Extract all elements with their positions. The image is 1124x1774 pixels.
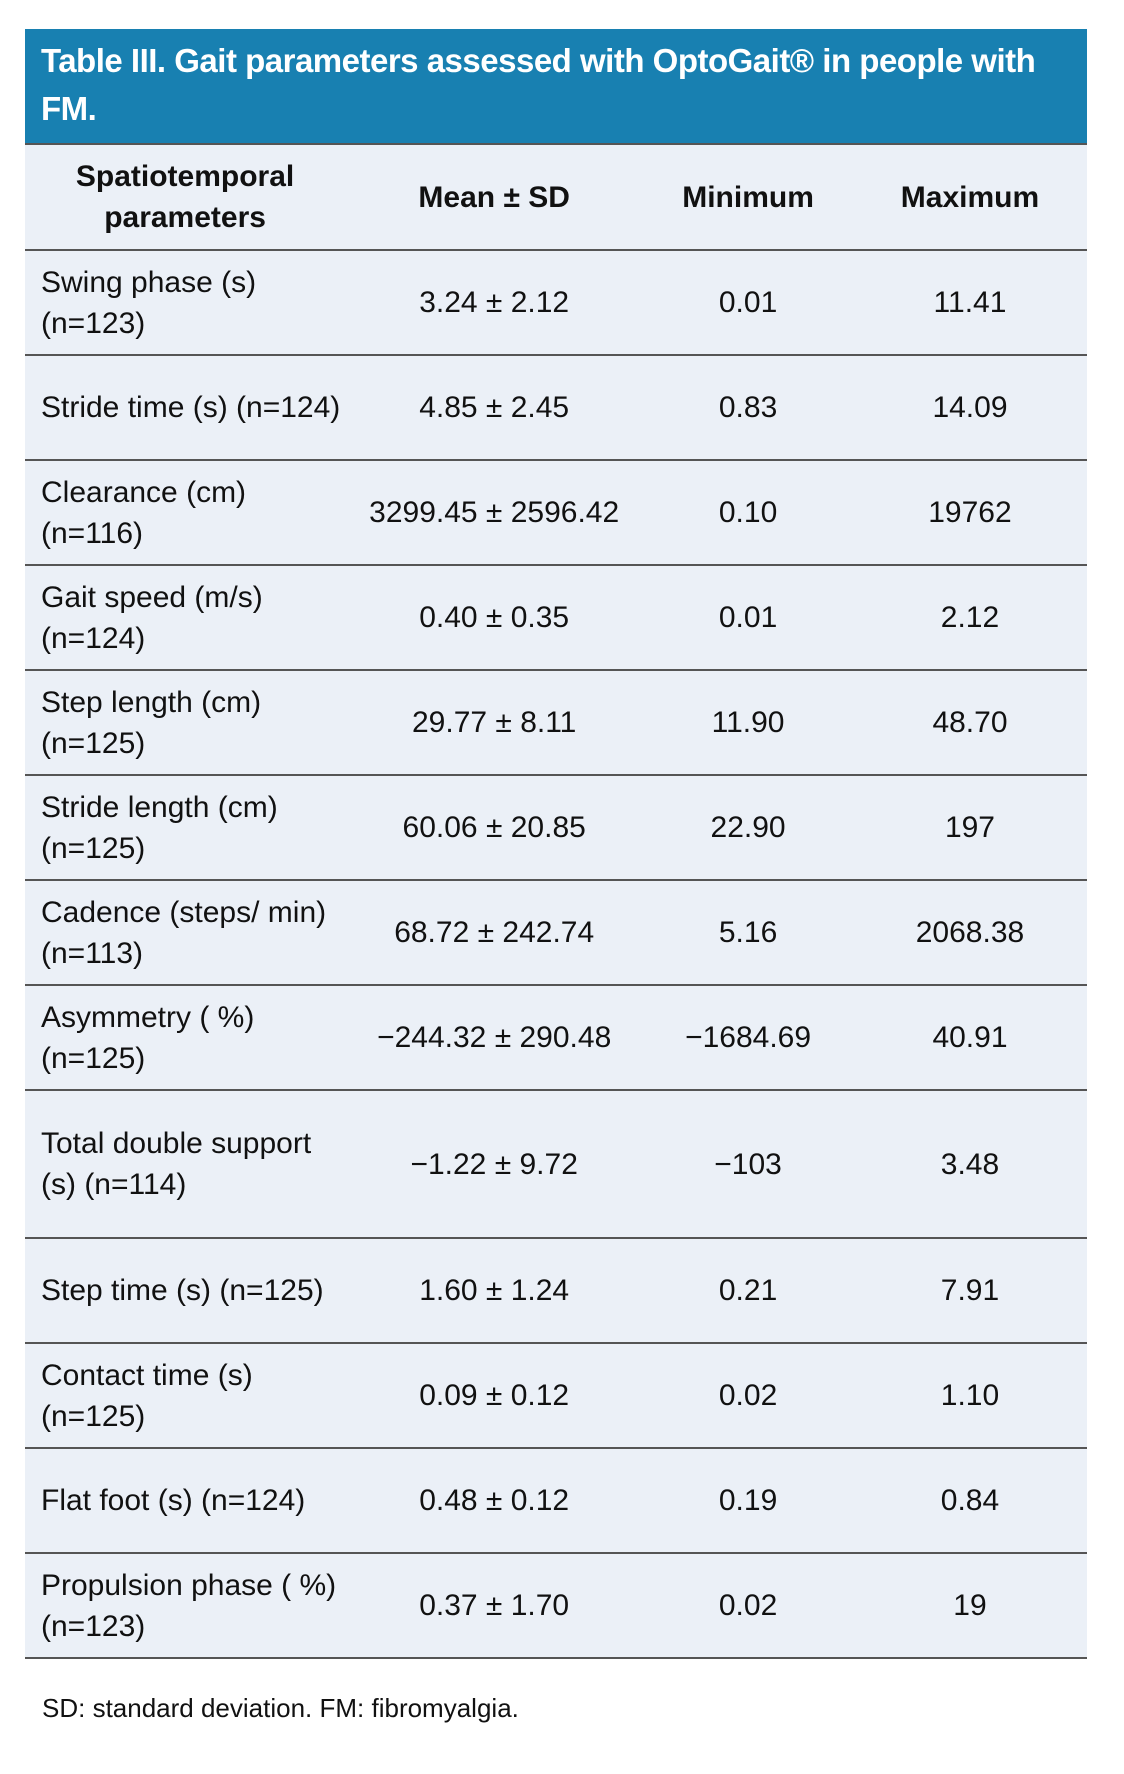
maximum-cell: 2.12 [852,564,1087,670]
header-row: Spatiotemporal parameters Mean ± SD Mini… [25,143,1087,250]
param-cell: Flat foot (s) (n=124) [25,1447,346,1553]
minimum-cell: 11.90 [643,669,853,775]
mean-sd-cell: 1.60 ± 1.24 [345,1237,644,1343]
maximum-cell: 0.84 [852,1447,1087,1553]
mean-sd-cell: 3.24 ± 2.12 [345,249,644,355]
maximum-cell: 7.91 [852,1237,1087,1343]
col-header-parameters: Spatiotemporal parameters [25,143,346,250]
minimum-cell: 5.16 [643,879,853,985]
table-row: Step time (s) (n=125) 1.60 ± 1.24 0.21 7.91 [25,1237,1087,1343]
col-header-minimum: Minimum [643,143,853,250]
param-cell: Step time (s) (n=125) [25,1237,346,1343]
minimum-cell: 0.02 [643,1552,853,1659]
footnote: SD: standard deviation. FM: fibromyalgia… [42,1693,519,1723]
maximum-cell: 48.70 [852,669,1087,775]
table-row: Clearance (cm) (n=116) 3299.45 ± 2596.42 0… [25,459,1087,565]
param-cell: Total double support (s) (n=114) [25,1089,346,1238]
table-row: Propulsion phase ( %) (n=123) 0.37 ± 1.70… [25,1552,1087,1659]
maximum-cell: 11.41 [852,249,1087,355]
table-row: Stride time (s) (n=124) 4.85 ± 2.45 0.83 14… [25,354,1087,460]
minimum-cell: 0.21 [643,1237,853,1343]
table-row: Step length (cm) (n=125) 29.77 ± 8.11 11.9… [25,669,1087,775]
param-cell: Stride time (s) (n=124) [25,354,346,460]
maximum-cell: 1.10 [852,1342,1087,1448]
table-row: Flat foot (s) (n=124) 0.48 ± 0.12 0.19 0.84 [25,1447,1087,1553]
param-cell: Gait speed (m/s) (n=124) [25,564,346,670]
minimum-cell: −103 [643,1089,853,1238]
table-row: Contact time (s) (n=125) 0.09 ± 0.12 0.02 1… [25,1342,1087,1448]
mean-sd-cell: 4.85 ± 2.45 [345,354,644,460]
param-cell: Step length (cm) (n=125) [25,669,346,775]
mean-sd-cell: 0.40 ± 0.35 [345,564,644,670]
param-cell: Propulsion phase ( %) (n=123) [25,1552,346,1659]
maximum-cell: 3.48 [852,1089,1087,1238]
mean-sd-cell: 60.06 ± 20.85 [345,774,644,880]
param-cell: Stride length (cm) (n=125) [25,774,346,880]
mean-sd-cell: 29.77 ± 8.11 [345,669,644,775]
param-cell: Swing phase (s) (n=123) [25,249,346,355]
param-cell: Contact time (s) (n=125) [25,1342,346,1448]
gait-table: Spatiotemporal parameters Mean ± SD Mini… [25,143,1087,1659]
mean-sd-cell: −1.22 ± 9.72 [345,1089,644,1238]
param-cell: Clearance (cm) (n=116) [25,459,346,565]
minimum-cell: −1684.69 [643,984,853,1090]
minimum-cell: 22.90 [643,774,853,880]
col-header-maximum: Maximum [852,143,1087,250]
minimum-cell: 0.01 [643,249,853,355]
mean-sd-cell: −244.32 ± 290.48 [345,984,644,1090]
maximum-cell: 40.91 [852,984,1087,1090]
table-title: Table III. Gait parameters assessed with… [25,29,1087,143]
table-row: Total double support (s) (n=114) −1.22 ± … [25,1089,1087,1238]
maximum-cell: 2068.38 [852,879,1087,985]
mean-sd-cell: 0.09 ± 0.12 [345,1342,644,1448]
param-cell: Cadence (steps/ min) (n=113) [25,879,346,985]
table-row: Asymmetry ( %) (n=125) −244.32 ± 290.48 −1… [25,984,1087,1090]
table-row: Cadence (steps/ min) (n=113) 68.72 ± 242.… [25,879,1087,985]
minimum-cell: 0.02 [643,1342,853,1448]
mean-sd-cell: 3299.45 ± 2596.42 [345,459,644,565]
table-row: Stride length (cm) (n=125) 60.06 ± 20.85 2… [25,774,1087,880]
minimum-cell: 0.19 [643,1447,853,1553]
param-cell: Asymmetry ( %) (n=125) [25,984,346,1090]
mean-sd-cell: 0.48 ± 0.12 [345,1447,644,1553]
minimum-cell: 0.01 [643,564,853,670]
maximum-cell: 19762 [852,459,1087,565]
maximum-cell: 14.09 [852,354,1087,460]
table-container: Table III. Gait parameters assessed with… [25,29,1087,1659]
minimum-cell: 0.10 [643,459,853,565]
mean-sd-cell: 68.72 ± 242.74 [345,879,644,985]
table-row: Swing phase (s) (n=123) 3.24 ± 2.12 0.01 11… [25,249,1087,355]
maximum-cell: 197 [852,774,1087,880]
col-header-mean-sd: Mean ± SD [345,143,644,250]
mean-sd-cell: 0.37 ± 1.70 [345,1552,644,1659]
table-row: Gait speed (m/s) (n=124) 0.40 ± 0.35 0.01 2… [25,564,1087,670]
maximum-cell: 19 [852,1552,1087,1659]
minimum-cell: 0.83 [643,354,853,460]
